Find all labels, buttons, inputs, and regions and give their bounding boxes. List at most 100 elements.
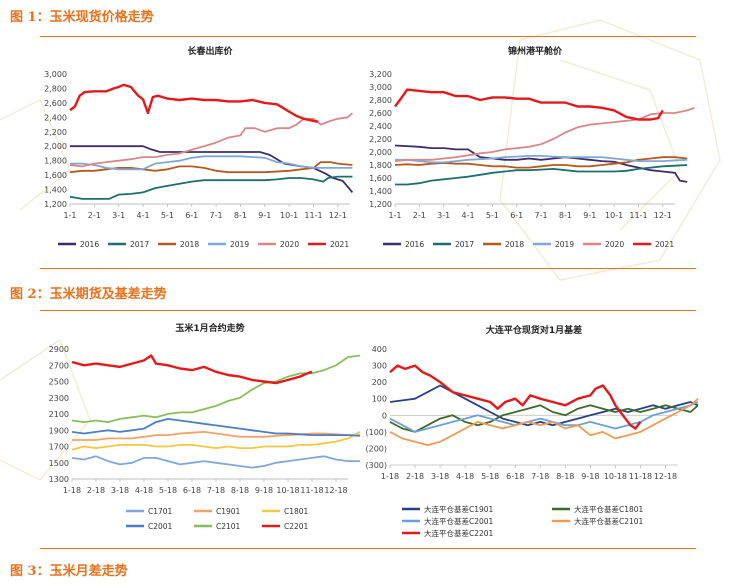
y-tick-label: 2,000 (44, 142, 67, 151)
chart-changchun-price: 长春出库价 1,200 1,400 1,600 1,800 2,000 2,200 2,400… (44, 45, 354, 249)
y-tick-label: (200) (365, 444, 387, 453)
y-tick-label: 2,400 (44, 113, 67, 122)
x-tick-label: 12-18 (324, 486, 347, 495)
x-tick-label: 2-1 (413, 211, 426, 220)
y-tick-label: 2,400 (369, 122, 392, 131)
x-tick-label: 5-1 (486, 211, 499, 220)
chart-title: 长春出库价 (187, 45, 233, 57)
x-tick-label: 8-18 (231, 486, 249, 495)
legend-label: 大连平仓基差C1901 (424, 504, 494, 514)
figure-1-title: 图 1：玉米现货价格走势 (10, 10, 154, 25)
x-tick-label: 4-1 (462, 211, 475, 220)
legend-label: 2017 (455, 240, 474, 249)
x-tick-label: 11-1 (304, 211, 322, 220)
chart-title: 锦州港平舱价 (508, 45, 563, 57)
y-tick-label: (100) (365, 428, 387, 437)
x-tick-label: 9-1 (583, 211, 596, 220)
y-tick-label: 2,600 (369, 109, 392, 118)
legend-label: 大连平仓基差C2201 (424, 528, 494, 538)
x-tick-label: 6-1 (510, 211, 523, 220)
x-tick-label: 3-1 (112, 211, 125, 220)
series-line-2016 (394, 144, 688, 183)
x-tick-label: 8-18 (556, 472, 574, 481)
legend-label: 2018 (180, 240, 199, 249)
y-tick-label: 2,000 (369, 148, 392, 157)
series-line-C2201 (71, 354, 313, 385)
y-tick-label: 1500 (49, 459, 69, 468)
x-tick-label: 2-18 (406, 472, 424, 481)
x-tick-label: 3-1 (437, 211, 450, 220)
y-tick-label: 1700 (49, 443, 69, 452)
x-tick-label: 11-18 (300, 486, 323, 495)
series-line-C1801 (71, 431, 361, 451)
x-tick-label: 7-1 (210, 211, 223, 220)
x-tick-label: 4-1 (137, 211, 150, 220)
x-tick-label: 5-18 (481, 472, 499, 481)
series-line-2021 (69, 83, 319, 123)
x-tick-label: 12-18 (654, 472, 677, 481)
series-line-大连平仓基差C2101 (389, 398, 699, 446)
series-line-C1901 (72, 431, 360, 441)
figure-2-divider (40, 310, 696, 311)
legend-label: 大连平仓基差C2101 (574, 516, 644, 526)
y-tick-label: 1,400 (44, 186, 67, 195)
x-tick-label: 9-18 (581, 472, 599, 481)
x-tick-label: 11-1 (629, 211, 647, 220)
y-tick-label: 2,800 (44, 84, 67, 93)
y-tick-label: 1,800 (369, 161, 392, 170)
series-line-C1701 (71, 455, 360, 469)
x-tick-label: 10-18 (276, 486, 299, 495)
series-line-大连平仓基差C2001 (389, 401, 699, 433)
figure-2-title: 图 2：玉米期货及基差走势 (10, 287, 167, 302)
y-tick-label: 300 (372, 362, 387, 371)
legend-label: C1901 (216, 507, 241, 516)
y-tick-label: 0 (382, 411, 387, 420)
series-line-2019 (70, 155, 353, 171)
y-tick-label: 2,600 (44, 99, 67, 108)
y-tick-label: 2700 (49, 361, 69, 370)
legend-label: 2016 (80, 240, 99, 249)
figure-3-top-divider (40, 548, 696, 549)
legend-label: C1701 (148, 507, 173, 516)
y-tick-label: 1,200 (44, 200, 67, 209)
y-tick-label: 1,800 (44, 157, 67, 166)
x-tick-label: 12-1 (654, 211, 672, 220)
series-line-2017 (69, 175, 353, 200)
x-tick-label: 7-1 (535, 211, 548, 220)
y-tick-label: 2,200 (44, 128, 67, 137)
series-line-大连平仓基差C2201 (389, 364, 642, 430)
figure-1-divider (40, 36, 696, 37)
figure-2-top-divider (40, 268, 696, 269)
x-tick-label: 8-1 (559, 211, 572, 220)
chart-basis-vs-jan: 大连平仓现货对1月基差 (300) (200) (100) 0 100 200 300 400 1… (365, 324, 699, 538)
x-tick-label: 8-1 (234, 211, 247, 220)
series-line-大连平仓基差C1801 (389, 404, 699, 433)
legend-label: 2016 (405, 240, 424, 249)
x-tick-label: 11-18 (629, 472, 652, 481)
y-tick-label: 100 (372, 395, 387, 404)
x-tick-label: 2-1 (88, 211, 101, 220)
x-tick-label: 10-1 (280, 211, 298, 220)
x-tick-label: 1-18 (381, 472, 399, 481)
chart-c01-contract: 玉米1月合约走势 1300 1500 1700 1900 2100 2300 2500 2700… (49, 322, 361, 531)
y-tick-label: 1900 (49, 426, 69, 435)
series-line-2020 (394, 106, 695, 162)
chart-title: 大连平仓现货对1月基差 (486, 324, 582, 336)
x-tick-label: 10-18 (604, 472, 627, 481)
x-tick-label: 6-18 (183, 486, 201, 495)
x-tick-label: 3-18 (431, 472, 449, 481)
x-tick-label: 2-18 (87, 486, 105, 495)
y-tick-label: 1,400 (369, 187, 392, 196)
chart-jinzhou-price: 锦州港平舱价 1,200 1,400 1,600 1,800 2,000 2,200 2,40… (369, 45, 695, 249)
chart-title: 玉米1月合约走势 (175, 322, 244, 334)
series-line-2021 (394, 88, 664, 121)
legend-label: 大连平仓基差C1801 (574, 504, 644, 514)
x-tick-label: 6-18 (506, 472, 524, 481)
y-tick-label: 1,600 (44, 171, 67, 180)
series-line-C2101 (71, 354, 361, 423)
x-tick-label: 3-18 (111, 486, 129, 495)
legend-label: 2019 (230, 240, 249, 249)
x-tick-label: 9-18 (255, 486, 273, 495)
y-tick-label: 200 (372, 378, 387, 387)
y-tick-label: 2500 (49, 378, 69, 387)
